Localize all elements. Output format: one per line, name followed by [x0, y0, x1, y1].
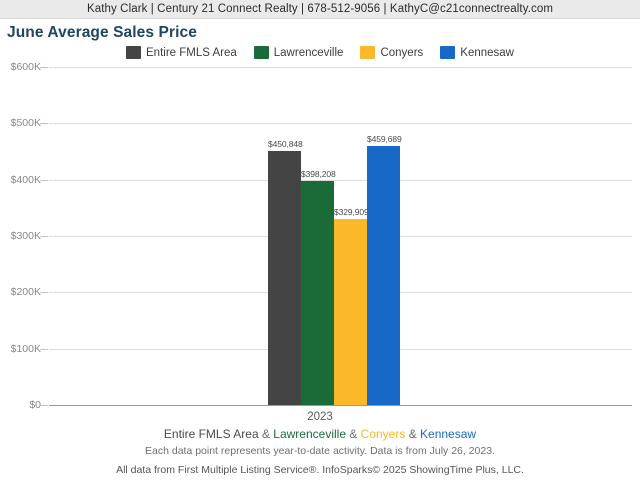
legend-label: Kennesaw: [460, 46, 514, 59]
legend-label: Lawrenceville: [273, 46, 344, 59]
y-tick-label: $300K: [10, 230, 41, 242]
plot-area: $450,848 $398,208 $329,909 $459,689: [40, 62, 632, 412]
gridline: [49, 123, 632, 125]
bar[interactable]: $398,208: [301, 169, 336, 405]
legend-item[interactable]: Conyers: [360, 46, 423, 59]
bar[interactable]: $459,689: [367, 134, 402, 405]
y-tick-label: $600K: [10, 61, 41, 73]
gridline: [49, 179, 632, 181]
gridline: [49, 67, 632, 68]
y-tick-mark: [40, 67, 48, 68]
legend-item[interactable]: Kennesaw: [440, 46, 514, 59]
bar-value-label: $398,208: [301, 168, 336, 179]
y-tick-mark: [40, 405, 48, 406]
legend-label: Conyers: [380, 46, 424, 59]
page-title: June Average Sales Price: [7, 24, 197, 41]
bar-value-label: $450,848: [268, 139, 303, 150]
y-tick-mark: [40, 292, 48, 294]
axis-baseline: [49, 405, 632, 406]
chart-plot-wrapper: $0 $100K $200K $300K $400K $500K $600K $450,84…: [0, 61, 640, 412]
y-tick-label: $400K: [10, 173, 41, 186]
legend-swatch-icon: [253, 46, 269, 59]
bar[interactable]: $450,848: [268, 139, 303, 405]
caption-series-name: Kennesaw: [420, 427, 477, 441]
footer-attribution: All data from First Multiple Listing Ser…: [116, 464, 524, 476]
bars-group: $450,848 $398,208 $329,909 $459,689: [49, 62, 632, 412]
bar-value-label: $329,909: [334, 207, 369, 218]
y-tick-mark: [40, 236, 48, 237]
y-tick-label: $500K: [10, 117, 41, 130]
legend-label: Entire FMLS Area: [146, 46, 237, 59]
agent-info-text: Kathy Clark | Century 21 Connect Realty …: [86, 3, 554, 15]
bar-value-label: $459,689: [367, 134, 402, 145]
series-caption: Entire FMLS Area & Lawrenceville & Conye…: [0, 427, 640, 441]
caption-separator: &: [405, 427, 421, 441]
caption-series-name: Entire FMLS Area: [163, 427, 259, 441]
chart-legend: Entire FMLS Area Lawrenceville Conyers Kenn…: [0, 46, 640, 59]
legend-item[interactable]: Lawrenceville: [253, 46, 344, 59]
bar[interactable]: $329,909: [334, 207, 369, 405]
legend-item[interactable]: Entire FMLS Area: [126, 46, 237, 59]
legend-swatch-icon: [440, 46, 456, 59]
x-axis-label: 2023: [307, 411, 333, 423]
y-tick-mark: [40, 179, 48, 181]
data-note: Each data point represents year-to-date …: [145, 445, 495, 457]
y-tick-label: $200K: [10, 286, 41, 299]
y-tick-label: $100K: [10, 342, 41, 355]
agent-info-bar: Kathy Clark | Century 21 Connect Realty …: [0, 0, 640, 19]
y-tick-mark: [40, 348, 48, 350]
y-tick-mark: [40, 123, 48, 125]
y-tick-label: $0: [29, 399, 41, 411]
caption-series-name: Lawrenceville: [273, 427, 346, 441]
caption-separator: &: [258, 427, 274, 441]
y-axis: $0 $100K $200K $300K $400K $500K $600K: [0, 61, 46, 412]
legend-swatch-icon: [360, 46, 376, 59]
caption-separator: &: [346, 427, 361, 441]
caption-series-name: Conyers: [360, 427, 406, 441]
legend-swatch-icon: [126, 46, 141, 59]
